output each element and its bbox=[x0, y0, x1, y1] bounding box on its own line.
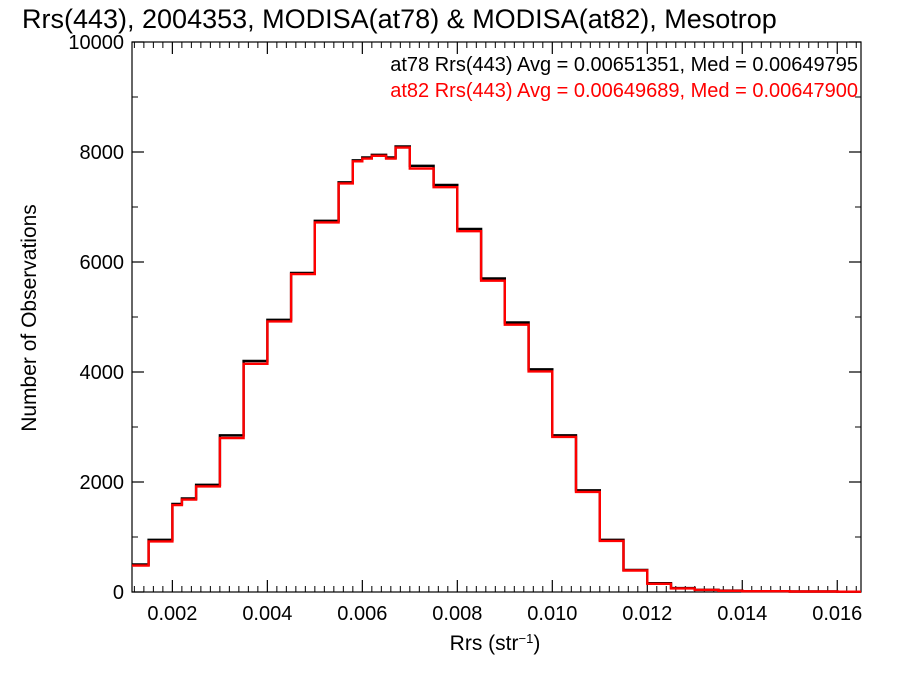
x-tick-label: 0.002 bbox=[147, 603, 197, 625]
y-tick-label: 0 bbox=[113, 582, 124, 604]
x-tick-label: 0.006 bbox=[337, 603, 387, 625]
annotation-at82: at82 Rrs(443) Avg = 0.00649689, Med = 0.… bbox=[390, 80, 858, 102]
series-group bbox=[132, 145, 861, 593]
x-axis: 0.002 0.004 0.006 0.008 0.010 0.012 0.014 0.016 bbox=[133, 42, 862, 625]
y-tick-label: 8000 bbox=[80, 142, 125, 164]
x-tick-label: 0.008 bbox=[432, 603, 482, 625]
x-tick-label: 0.004 bbox=[242, 603, 292, 625]
series-line-at82 bbox=[132, 146, 861, 593]
y-tick-label: 4000 bbox=[80, 362, 125, 384]
y-tick-label: 10000 bbox=[68, 32, 124, 54]
x-axis-label-close: ) bbox=[533, 632, 540, 655]
y-axis-label: Number of Observations bbox=[18, 204, 41, 432]
plot-frame bbox=[131, 41, 862, 593]
chart-title: Rrs(443), 2004353, MODISA(at78) & MODISA… bbox=[22, 4, 777, 34]
y-tick-label: 2000 bbox=[80, 472, 125, 494]
y-tick-label: 6000 bbox=[80, 252, 125, 274]
x-axis-label-main: Rrs (str bbox=[450, 632, 519, 655]
x-tick-label: 0.010 bbox=[527, 603, 577, 625]
y-axis: 0 2000 4000 6000 8000 10000 bbox=[68, 32, 861, 604]
x-tick-label: 0.014 bbox=[717, 603, 767, 625]
annotation-at78: at78 Rrs(443) Avg = 0.00651351, Med = 0.… bbox=[390, 54, 858, 76]
series-line-at78 bbox=[132, 145, 861, 593]
x-tick-label: 0.012 bbox=[622, 603, 672, 625]
x-axis-label-superscript: −1 bbox=[519, 631, 534, 646]
x-tick-label: 0.016 bbox=[812, 603, 862, 625]
x-axis-label: Rrs (str−1) bbox=[450, 631, 541, 656]
